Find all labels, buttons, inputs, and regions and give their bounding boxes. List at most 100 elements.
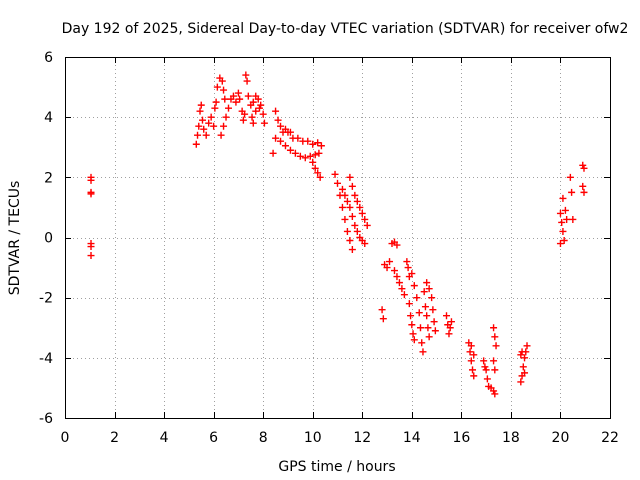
data-point bbox=[445, 330, 453, 338]
y-tick-labels: -6 -4 -2 0 2 4 6 bbox=[39, 50, 53, 427]
data-point bbox=[580, 164, 588, 172]
data-point bbox=[418, 339, 426, 347]
data-point bbox=[480, 357, 488, 365]
x-tick-label: 12 bbox=[353, 430, 371, 446]
data-point bbox=[409, 330, 417, 338]
data-point bbox=[87, 190, 95, 198]
data-point bbox=[194, 131, 202, 139]
data-point bbox=[518, 348, 526, 356]
data-points bbox=[87, 71, 588, 398]
x-tick-label: 16 bbox=[452, 430, 470, 446]
data-point bbox=[196, 107, 204, 115]
data-point bbox=[408, 270, 416, 278]
data-point bbox=[403, 258, 411, 266]
data-point bbox=[404, 264, 412, 272]
data-point bbox=[416, 324, 424, 332]
data-point bbox=[87, 252, 95, 260]
data-point bbox=[490, 324, 498, 332]
y-axis-label: SDTVAR / TECUs bbox=[7, 181, 23, 296]
data-point bbox=[386, 258, 394, 266]
x-tick-label: 6 bbox=[209, 430, 218, 446]
data-point bbox=[558, 218, 566, 226]
data-point bbox=[234, 89, 242, 97]
data-point bbox=[556, 209, 564, 217]
data-point bbox=[351, 221, 359, 229]
data-point bbox=[430, 318, 438, 326]
data-point bbox=[343, 197, 351, 205]
data-point bbox=[482, 366, 490, 374]
data-point bbox=[353, 197, 361, 205]
data-point bbox=[304, 137, 312, 145]
y-tick-label: 0 bbox=[44, 231, 53, 247]
y-tick-label: -4 bbox=[39, 351, 53, 367]
data-point bbox=[281, 142, 289, 150]
data-point bbox=[205, 119, 213, 127]
data-point bbox=[424, 324, 432, 332]
data-point bbox=[248, 113, 256, 121]
y-tick-label: 6 bbox=[44, 50, 53, 66]
data-point bbox=[561, 206, 569, 214]
data-point bbox=[260, 119, 268, 127]
data-point bbox=[408, 321, 416, 329]
x-tick-label: 18 bbox=[502, 430, 520, 446]
data-point bbox=[348, 182, 356, 190]
x-tick-label: 22 bbox=[601, 430, 619, 446]
data-point bbox=[348, 212, 356, 220]
data-point bbox=[272, 134, 280, 142]
data-point bbox=[217, 131, 225, 139]
data-point bbox=[211, 104, 219, 112]
data-point bbox=[378, 306, 386, 314]
data-point bbox=[419, 348, 427, 356]
data-point bbox=[346, 173, 354, 181]
data-point bbox=[447, 318, 455, 326]
data-point bbox=[252, 92, 260, 100]
data-point bbox=[560, 237, 568, 245]
x-tick-labels: 0 2 4 6 8 10 12 14 16 18 20 22 bbox=[61, 430, 619, 446]
x-tick-label: 10 bbox=[304, 430, 322, 446]
data-point bbox=[393, 273, 401, 281]
data-point bbox=[405, 300, 413, 308]
data-point bbox=[225, 104, 232, 112]
data-point bbox=[87, 176, 95, 184]
data-point bbox=[492, 342, 500, 350]
data-point bbox=[395, 279, 403, 287]
data-point bbox=[559, 194, 567, 202]
data-point bbox=[467, 357, 475, 365]
data-point bbox=[423, 312, 431, 320]
data-point bbox=[431, 327, 439, 335]
data-point bbox=[229, 92, 237, 100]
data-point bbox=[346, 237, 354, 245]
axis-ticks bbox=[65, 57, 611, 419]
data-point bbox=[272, 107, 280, 115]
data-point bbox=[413, 294, 421, 302]
data-point bbox=[311, 164, 319, 172]
data-point bbox=[315, 149, 323, 157]
data-point bbox=[195, 122, 203, 130]
data-point bbox=[334, 179, 341, 187]
data-point bbox=[198, 116, 206, 124]
data-point bbox=[470, 372, 478, 380]
data-point bbox=[423, 279, 431, 287]
data-point bbox=[346, 203, 354, 211]
data-point bbox=[236, 95, 244, 103]
data-point bbox=[218, 77, 226, 85]
data-point bbox=[338, 203, 346, 211]
data-point bbox=[429, 306, 437, 314]
y-tick-label: 2 bbox=[44, 170, 53, 186]
data-point bbox=[521, 369, 529, 377]
data-point bbox=[390, 267, 398, 275]
data-point bbox=[286, 146, 294, 154]
data-point bbox=[213, 83, 221, 91]
data-point bbox=[559, 227, 567, 235]
data-point bbox=[361, 240, 369, 248]
data-point bbox=[343, 227, 351, 235]
data-point bbox=[200, 125, 208, 133]
data-point bbox=[556, 240, 564, 248]
data-point bbox=[353, 227, 361, 235]
data-point bbox=[309, 140, 317, 148]
data-point bbox=[420, 288, 428, 296]
data-point bbox=[415, 309, 423, 317]
data-point bbox=[490, 357, 498, 365]
data-point bbox=[291, 149, 299, 157]
